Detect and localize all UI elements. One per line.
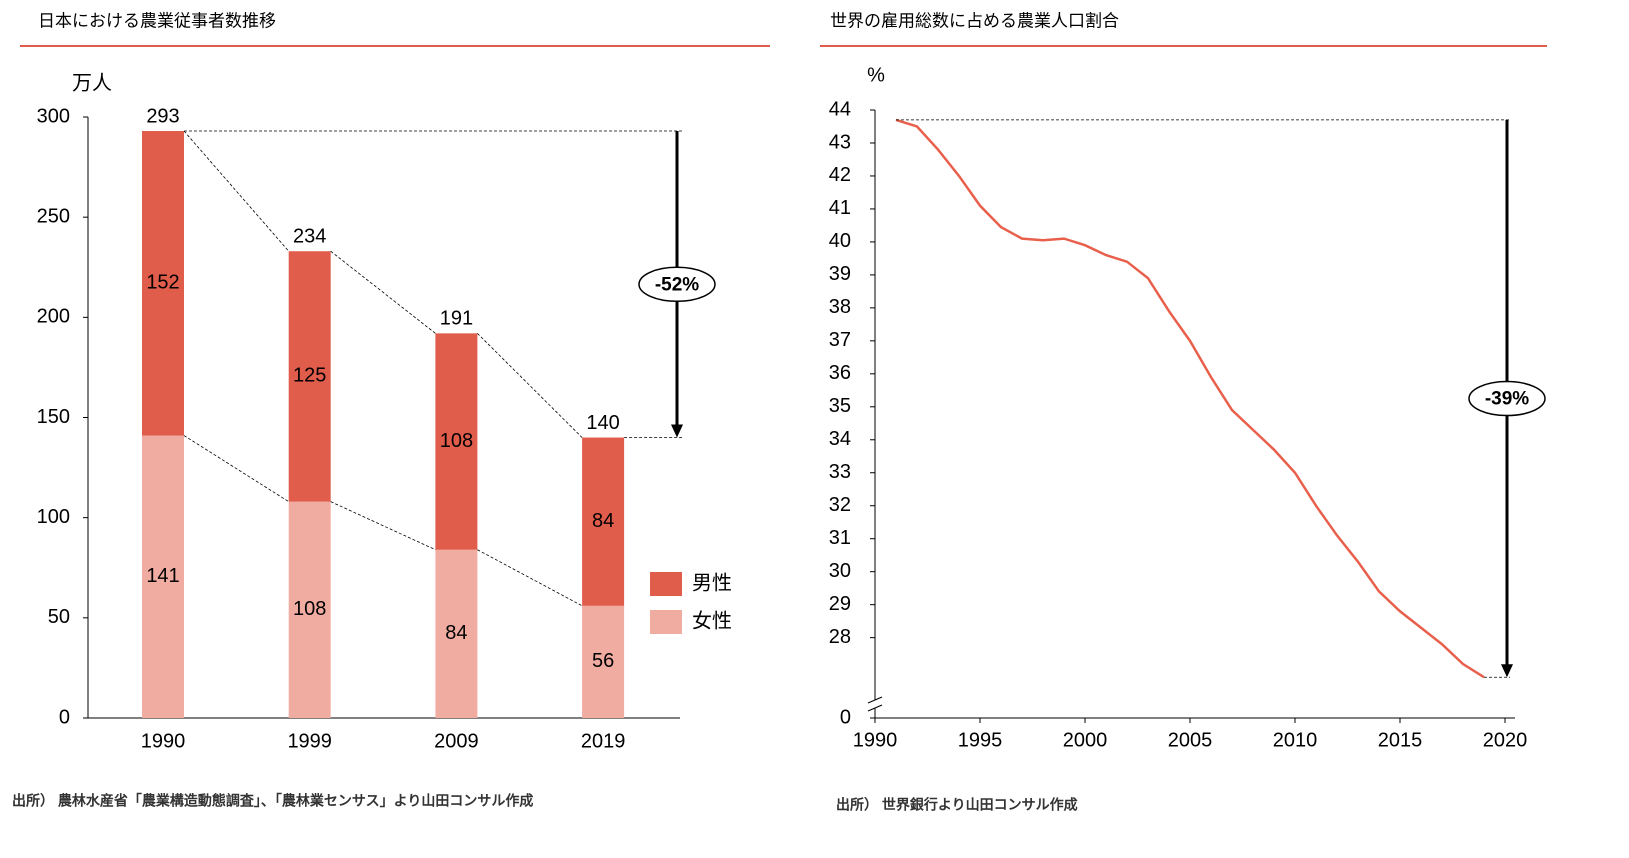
y-tick-label: 30 <box>829 560 851 582</box>
bar-segment <box>142 435 184 718</box>
annotation-oval <box>638 266 716 303</box>
y-tick-label: 37 <box>829 329 851 351</box>
x-tick-label: 1990 <box>141 730 186 752</box>
source: 出所） 農林水産省「農業構造動態調査」、「農林業センサス」より山田コンサル作成 <box>12 793 533 809</box>
y-tick-label: 28 <box>829 626 851 648</box>
annotation-oval <box>1468 380 1546 417</box>
x-tick-label: 2020 <box>1483 729 1528 751</box>
unit-label: % <box>867 64 885 86</box>
legend-swatch <box>650 610 682 634</box>
guide-line <box>183 435 289 502</box>
total-label: 293 <box>146 105 179 127</box>
arrow-head <box>671 424 683 438</box>
y-tick-label: 0 <box>840 706 851 728</box>
bar-segment <box>435 549 478 718</box>
y-tick-label: 41 <box>829 197 851 219</box>
axis-break <box>867 704 883 712</box>
value-label: 152 <box>146 272 179 294</box>
y-tick-label: 31 <box>829 527 851 549</box>
x-tick-label: 1990 <box>853 729 898 751</box>
x-tick-label: 1999 <box>287 730 332 752</box>
y-tick-label: 32 <box>829 494 851 516</box>
bar-segment <box>142 131 184 436</box>
y-tick-label: 39 <box>829 263 851 285</box>
x-tick-label: 2019 <box>581 730 626 752</box>
y-tick-label: 0 <box>59 706 70 728</box>
y-tick-label: 38 <box>829 296 851 318</box>
value-label: 108 <box>440 430 473 452</box>
annotation: -39% <box>1485 389 1529 410</box>
guide-line <box>477 333 583 438</box>
arrow-head <box>1501 664 1513 678</box>
guide-line <box>477 549 583 607</box>
source: 出所） 世界銀行より山田コンサル作成 <box>836 797 1078 813</box>
legend-label: 男性 <box>692 571 732 594</box>
x-tick-label: 2009 <box>434 730 479 752</box>
x-tick-label: 2000 <box>1063 729 1108 751</box>
value-label: 108 <box>293 598 326 620</box>
y-tick-label: 200 <box>37 306 70 328</box>
y-tick-label: 50 <box>48 606 70 628</box>
y-tick-label: 44 <box>829 98 851 120</box>
bar-segment <box>288 251 331 502</box>
x-tick-label: 2010 <box>1273 729 1318 751</box>
legend-label: 女性 <box>692 609 732 632</box>
guide-line <box>183 130 290 252</box>
y-tick-label: 150 <box>37 406 70 428</box>
bar-segment <box>582 437 625 606</box>
bar-segment <box>435 333 478 550</box>
guide-line <box>330 250 436 334</box>
x-tick-label: 1995 <box>958 729 1003 751</box>
value-label: 141 <box>146 565 179 587</box>
y-tick-label: 36 <box>829 362 851 384</box>
x-tick-label: 2005 <box>1168 729 1213 751</box>
y-tick-label: 40 <box>829 230 851 252</box>
unit-label: 万人 <box>72 71 112 94</box>
y-tick-label: 250 <box>37 205 70 227</box>
y-tick-label: 42 <box>829 164 851 186</box>
value-label: 125 <box>293 365 326 387</box>
value-label: 56 <box>592 650 614 672</box>
bar-segment <box>582 605 625 718</box>
total-label: 234 <box>293 226 326 248</box>
legend-swatch <box>650 572 682 596</box>
y-tick-label: 300 <box>37 105 70 127</box>
y-tick-label: 35 <box>829 395 851 417</box>
y-tick-label: 100 <box>37 506 70 528</box>
guide-line <box>330 501 436 551</box>
axis-break <box>867 696 883 704</box>
y-tick-label: 43 <box>829 131 851 153</box>
chart-title: 日本における農業従事者数推移 <box>38 11 276 30</box>
total-label: 140 <box>586 412 619 434</box>
y-tick-label: 33 <box>829 461 851 483</box>
y-tick-label: 29 <box>829 593 851 615</box>
annotation: -52% <box>655 274 699 295</box>
x-tick-label: 2015 <box>1378 729 1423 751</box>
y-tick-label: 34 <box>829 428 851 450</box>
line <box>895 118 1485 679</box>
bar-segment <box>288 501 331 718</box>
value-label: 84 <box>592 510 614 532</box>
chart-title: 世界の雇用総数に占める農業人口割合 <box>830 11 1119 30</box>
value-label: 84 <box>445 622 467 644</box>
total-label: 191 <box>440 308 473 330</box>
